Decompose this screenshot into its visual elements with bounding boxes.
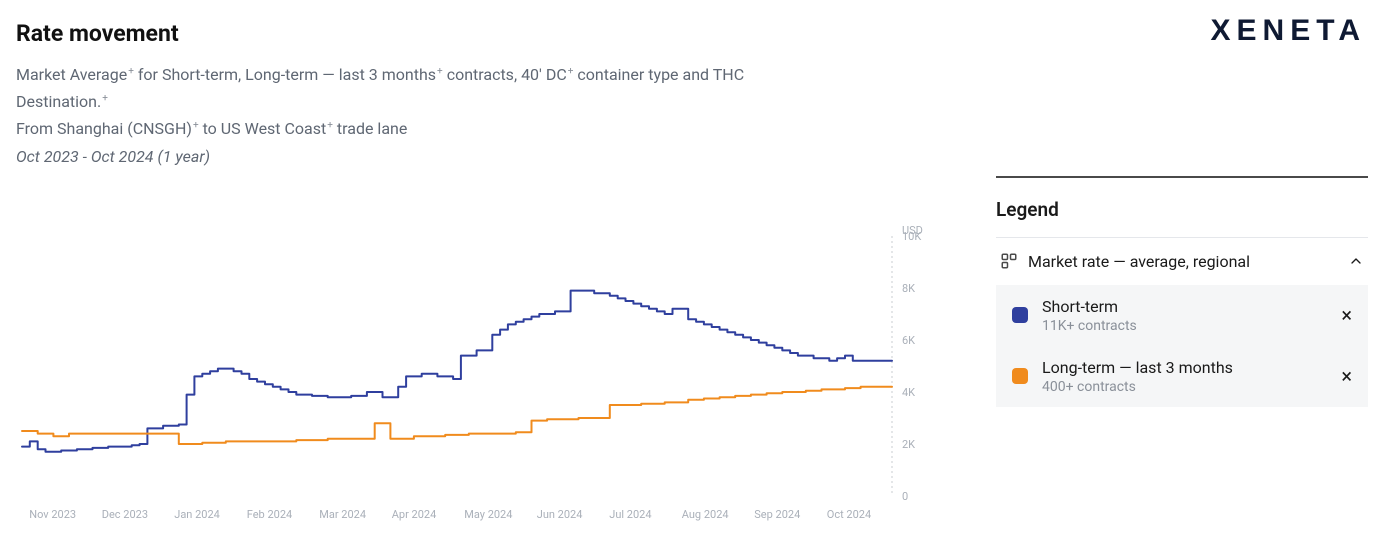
svg-text:Sep 2024: Sep 2024 [754, 508, 800, 521]
svg-text:Dec 2023: Dec 2023 [102, 508, 148, 521]
svg-text:6K: 6K [902, 334, 915, 347]
close-icon[interactable]: × [1341, 305, 1352, 325]
desc-text: trade lane [337, 119, 407, 138]
svg-text:Jan 2024: Jan 2024 [174, 508, 220, 521]
svg-text:Mar 2024: Mar 2024 [319, 508, 366, 521]
svg-text:Oct 2024: Oct 2024 [827, 508, 871, 521]
svg-text:Apr 2024: Apr 2024 [392, 508, 437, 521]
brand-logo: XENETA [1211, 14, 1366, 48]
legend-group-label: Market rate — average, regional [1028, 252, 1250, 271]
legend-item-name: Long-term — last 3 months [1042, 358, 1327, 377]
legend-item: Long-term — last 3 months 400+ contracts × [996, 346, 1368, 407]
svg-text:USD: USD [902, 226, 923, 237]
rate-chart[interactable]: 02K4K6K8K10KUSDNov 2023Dec 2023Jan 2024F… [16, 226, 926, 550]
param-term[interactable]: Short-term, Long-term — last 3 months+ [162, 65, 443, 84]
param-origin[interactable]: Shanghai (CNSGH)+ [57, 119, 199, 138]
date-range: Oct 2023 - Oct 2024 (1 year) [16, 143, 966, 170]
svg-text:4K: 4K [902, 386, 915, 399]
svg-text:May 2024: May 2024 [464, 508, 512, 521]
page-title: Rate movement [16, 20, 1368, 47]
legend-item: Short-term 11K+ contracts × [996, 285, 1368, 346]
desc-text: Market [16, 65, 70, 84]
svg-text:Feb 2024: Feb 2024 [247, 508, 292, 521]
desc-text: container type and THC [577, 65, 744, 84]
param-container-type[interactable]: 40' DC+ [521, 65, 573, 84]
chevron-up-icon[interactable] [1348, 253, 1364, 269]
svg-text:Jul 2024: Jul 2024 [609, 508, 651, 521]
svg-text:8K: 8K [902, 282, 915, 295]
desc-text: contracts, [447, 65, 521, 84]
legend-group-header[interactable]: Market rate — average, regional [996, 238, 1368, 285]
legend-panel: Legend Market rate — average, regional S… [996, 176, 1368, 407]
legend-item-sub: 400+ contracts [1042, 379, 1327, 395]
svg-text:0: 0 [902, 490, 908, 503]
legend-item-sub: 11K+ contracts [1042, 318, 1327, 334]
legend-swatch [1012, 368, 1028, 384]
svg-text:2K: 2K [902, 438, 915, 451]
svg-text:Aug 2024: Aug 2024 [682, 508, 729, 521]
desc-text: From [16, 119, 57, 138]
page-description: Market Average+ for Short-term, Long-ter… [16, 61, 966, 170]
desc-text: to [203, 119, 221, 138]
legend-swatch [1012, 307, 1028, 323]
legend-title: Legend [996, 198, 1368, 238]
param-destination[interactable]: US West Coast+ [221, 119, 333, 138]
market-rate-icon [1000, 252, 1018, 270]
desc-text: for [138, 65, 162, 84]
param-thc[interactable]: Destination.+ [16, 92, 108, 111]
svg-text:Nov 2023: Nov 2023 [29, 508, 76, 521]
param-average[interactable]: Average+ [70, 65, 134, 84]
close-icon[interactable]: × [1341, 366, 1352, 386]
svg-text:Jun 2024: Jun 2024 [537, 508, 583, 521]
legend-item-name: Short-term [1042, 297, 1327, 316]
